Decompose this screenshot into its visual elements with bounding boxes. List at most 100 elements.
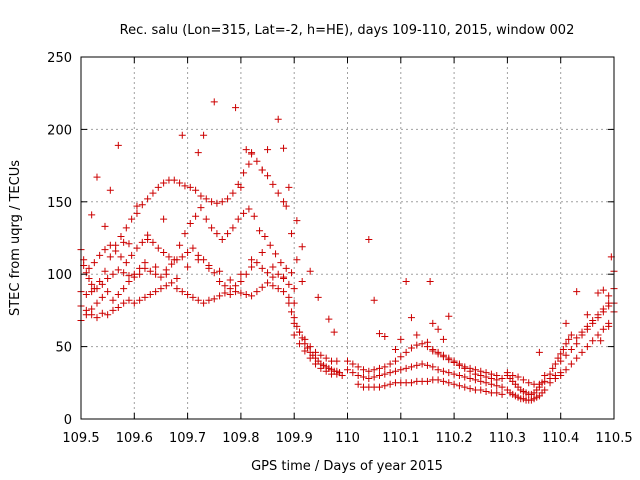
- data-point: [144, 195, 152, 203]
- data-point: [493, 389, 501, 397]
- data-point: [455, 372, 463, 380]
- data-point: [202, 195, 210, 203]
- x-tick-label: 109.6: [116, 431, 153, 446]
- data-point: [101, 222, 109, 230]
- data-point: [90, 259, 98, 267]
- data-point: [322, 367, 330, 375]
- data-point: [168, 260, 176, 268]
- data-point: [359, 373, 367, 381]
- data-point: [312, 360, 320, 368]
- data-point: [237, 289, 245, 297]
- data-point: [157, 285, 165, 293]
- data-point: [434, 366, 442, 374]
- data-point: [423, 377, 431, 385]
- data-point: [173, 275, 181, 283]
- data-point: [152, 263, 160, 271]
- data-point: [250, 212, 258, 220]
- x-tick-label: 110.5: [595, 431, 632, 446]
- data-point: [418, 340, 426, 348]
- data-point: [365, 367, 373, 375]
- y-tick-label: 150: [47, 196, 72, 211]
- data-point: [487, 374, 495, 382]
- data-point: [122, 259, 130, 267]
- data-point: [413, 331, 421, 339]
- data-point: [296, 340, 304, 348]
- data-point: [589, 337, 597, 345]
- data-point: [450, 359, 458, 367]
- data-point: [229, 189, 237, 197]
- data-point: [120, 269, 128, 277]
- data-point: [136, 264, 144, 272]
- data-point: [397, 366, 405, 374]
- data-point: [130, 299, 138, 307]
- data-point: [248, 149, 256, 157]
- data-point: [256, 227, 264, 235]
- data-point: [237, 183, 245, 191]
- data-point: [184, 248, 192, 256]
- data-point: [85, 275, 93, 283]
- data-point: [445, 379, 453, 387]
- data-point: [173, 256, 181, 264]
- data-point: [559, 345, 567, 353]
- data-point: [583, 343, 591, 351]
- data-point: [82, 290, 90, 298]
- data-point: [229, 224, 237, 232]
- data-point: [216, 292, 224, 300]
- data-point: [445, 369, 453, 377]
- data-point: [112, 247, 120, 255]
- data-point: [269, 263, 277, 271]
- data-point: [128, 251, 136, 259]
- data-point: [240, 209, 248, 217]
- data-point: [407, 379, 415, 387]
- data-point: [280, 288, 288, 296]
- data-point: [120, 299, 128, 307]
- data-point: [200, 299, 208, 307]
- data-point: [573, 288, 581, 296]
- data-point: [194, 256, 202, 264]
- data-point: [264, 146, 272, 154]
- x-tick-label: 109.7: [169, 431, 206, 446]
- data-point: [237, 277, 245, 285]
- data-point: [293, 256, 301, 264]
- data-point: [141, 259, 149, 267]
- data-point: [178, 253, 186, 261]
- data-point: [152, 270, 160, 278]
- data-point: [114, 304, 122, 312]
- data-point: [114, 266, 122, 274]
- data-point: [434, 350, 442, 358]
- data-point: [224, 195, 232, 203]
- data-point: [181, 182, 189, 190]
- data-point: [186, 220, 194, 228]
- data-point: [535, 348, 543, 356]
- data-point: [375, 364, 383, 372]
- data-point: [509, 372, 517, 380]
- data-point: [205, 262, 213, 270]
- y-tick-label: 200: [47, 123, 72, 138]
- data-point: [232, 104, 240, 112]
- data-point: [477, 372, 485, 380]
- data-point: [82, 269, 90, 277]
- data-point: [359, 366, 367, 374]
- data-points: [77, 98, 618, 404]
- data-point: [189, 244, 197, 252]
- data-point: [277, 259, 285, 267]
- data-point: [221, 282, 229, 290]
- data-point: [325, 315, 333, 323]
- data-point: [274, 115, 282, 123]
- data-point: [562, 340, 570, 348]
- data-point: [258, 283, 266, 291]
- data-point: [397, 353, 405, 361]
- data-point: [330, 328, 338, 336]
- data-point: [498, 390, 506, 398]
- data-point: [551, 374, 559, 382]
- data-point: [181, 230, 189, 238]
- data-point: [605, 292, 613, 300]
- data-point: [423, 361, 431, 369]
- data-point: [208, 224, 216, 232]
- data-point: [482, 387, 490, 395]
- data-point: [192, 212, 200, 220]
- data-point: [562, 351, 570, 359]
- data-point: [583, 325, 591, 333]
- data-point: [189, 293, 197, 301]
- data-point: [88, 288, 96, 296]
